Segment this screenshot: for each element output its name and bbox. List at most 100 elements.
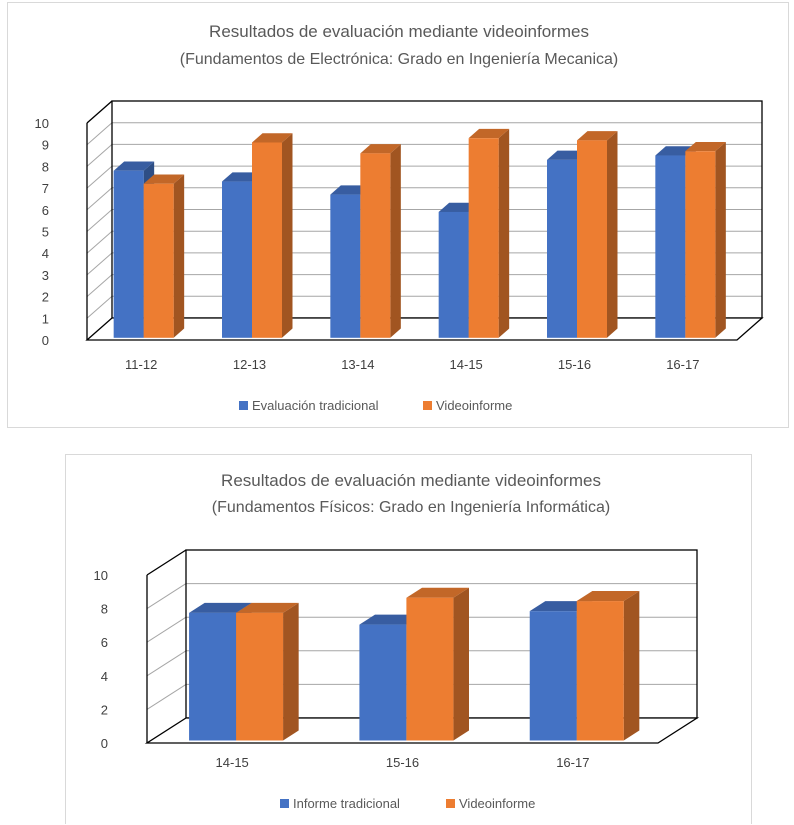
x-tick-label: 14-15 <box>450 357 483 372</box>
gridline-side <box>86 122 113 146</box>
bar-top <box>252 133 293 143</box>
chart-title: Resultados de evaluación mediante videoi… <box>221 471 601 490</box>
bar-orange-16-17 <box>685 141 726 338</box>
bar-orange-11-12 <box>143 174 185 338</box>
bar-top <box>359 614 422 625</box>
y-tick-label: 10 <box>35 116 49 131</box>
bar-front <box>236 612 284 741</box>
bar-side <box>607 131 618 338</box>
gridline-side <box>86 144 113 167</box>
legend-swatch-1 <box>446 799 455 808</box>
bar-top <box>529 601 593 612</box>
bar-top <box>189 602 252 613</box>
legend-label-0: Evaluación tradicional <box>252 398 379 413</box>
y-tick-label: 1 <box>42 311 49 326</box>
y-tick-label: 2 <box>101 702 108 717</box>
bar-top <box>577 131 618 141</box>
gridline-side <box>146 683 187 710</box>
gridline-side <box>86 230 113 254</box>
legend-label-1: Videoinforme <box>459 796 535 811</box>
bar-front <box>529 611 577 741</box>
bar-front <box>576 601 624 741</box>
bar-front <box>685 151 716 338</box>
y-tick-label: 6 <box>101 635 108 650</box>
chart-subtitle: (Fundamentos de Electrónica: Grado en In… <box>180 51 618 68</box>
chart-fisicos-svg: Resultados de evaluación mediante videoi… <box>94 471 700 811</box>
y-tick-label: 0 <box>42 333 49 348</box>
x-tick-label: 15-16 <box>558 357 591 372</box>
gridline-side <box>146 616 187 643</box>
y-tick-label: 3 <box>42 268 49 283</box>
bar-side <box>623 591 640 741</box>
bar-front <box>113 170 144 338</box>
bar-side <box>282 133 293 338</box>
bar-side <box>173 174 185 338</box>
bar-top <box>406 587 469 598</box>
legend-label-0: Informe tradicional <box>293 796 400 811</box>
legend-label-1: Videoinforme <box>436 398 512 413</box>
y-tick-label: 4 <box>101 669 108 684</box>
side-wall-top-edge <box>146 549 187 576</box>
x-tick-label: 12-13 <box>233 357 266 372</box>
bar-orange-12-13 <box>252 133 293 338</box>
y-tick-label: 9 <box>42 138 49 153</box>
gridline-side <box>86 187 113 211</box>
gridline-side <box>86 295 113 319</box>
y-tick-label: 10 <box>94 568 108 583</box>
y-tick-label: 5 <box>42 225 49 240</box>
y-tick-label: 8 <box>101 602 108 617</box>
gridline-side <box>86 252 113 276</box>
bar-front <box>360 153 391 338</box>
chart-title: Resultados de evaluación mediante videoi… <box>209 22 589 41</box>
gridline-side <box>146 583 187 610</box>
bar-top <box>113 161 155 171</box>
y-tick-label: 4 <box>42 246 49 261</box>
x-tick-label: 16-17 <box>666 357 699 372</box>
legend-swatch-0 <box>239 401 248 410</box>
bar-top <box>468 128 510 139</box>
bar-orange-16-17 <box>576 591 640 741</box>
bar-front <box>468 138 499 338</box>
chart-electronica-svg: Resultados de evaluación mediante videoi… <box>35 22 764 413</box>
x-tick-label: 15-16 <box>386 755 419 770</box>
gridline-side <box>86 274 113 297</box>
bar-side <box>390 144 401 338</box>
bar-front <box>252 142 282 338</box>
gridline-side <box>86 165 113 189</box>
bar-orange-15-16 <box>406 587 469 741</box>
bar-side <box>715 141 726 338</box>
bar-front <box>143 183 174 338</box>
x-tick-label: 13-14 <box>341 357 374 372</box>
bar-front <box>359 624 407 741</box>
bar-front <box>406 597 454 741</box>
legend-swatch-1 <box>423 401 432 410</box>
bar-side <box>283 602 299 741</box>
gridline-side <box>86 209 113 232</box>
chart-electronica: Resultados de evaluación mediante videoi… <box>7 2 789 428</box>
y-tick-label: 2 <box>42 290 49 305</box>
bar-top <box>685 141 726 152</box>
bar-front <box>577 140 607 338</box>
side-wall-top-edge <box>86 100 113 124</box>
x-tick-label: 16-17 <box>556 755 589 770</box>
bar-top <box>143 174 185 184</box>
bar-top <box>236 602 299 613</box>
x-tick-label: 14-15 <box>216 755 249 770</box>
bar-side <box>453 587 469 741</box>
bar-side <box>498 128 510 338</box>
bar-orange-14-15 <box>468 128 510 338</box>
bar-front <box>222 181 252 338</box>
gridline-side <box>146 650 187 677</box>
bar-orange-14-15 <box>236 602 299 741</box>
bar-front <box>330 194 361 338</box>
bar-orange-13-14 <box>360 144 401 338</box>
x-tick-label: 11-12 <box>125 357 157 372</box>
bar-front <box>655 155 686 338</box>
y-tick-label: 6 <box>42 203 49 218</box>
y-tick-label: 7 <box>42 181 49 196</box>
chart-fisicos: Resultados de evaluación mediante videoi… <box>65 454 752 824</box>
chart-subtitle: (Fundamentos Físicos: Grado en Ingenierí… <box>212 499 610 516</box>
y-tick-label: 8 <box>42 159 49 174</box>
bar-front <box>189 612 237 741</box>
bar-top <box>360 144 401 154</box>
